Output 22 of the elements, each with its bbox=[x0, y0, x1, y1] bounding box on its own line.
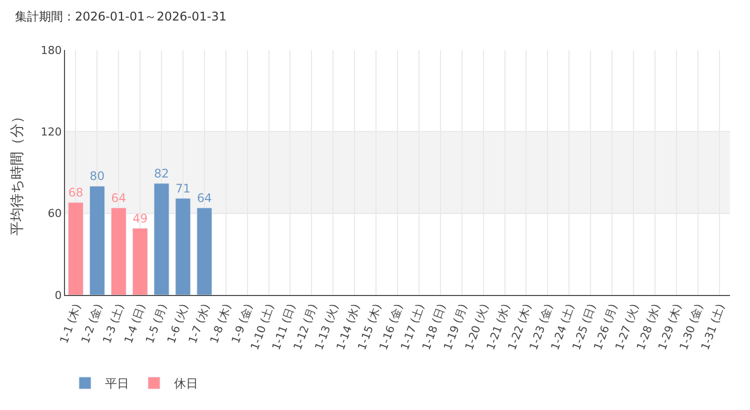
y-tick-label: 180 bbox=[40, 44, 62, 57]
y-axis-title: 平均待ち時間（分） bbox=[9, 110, 26, 236]
data-label: 71 bbox=[175, 181, 190, 196]
legend-label: 休日 bbox=[174, 376, 198, 391]
legend-label: 平日 bbox=[105, 376, 129, 391]
data-label: 68 bbox=[68, 185, 84, 200]
bar bbox=[132, 228, 148, 295]
bar bbox=[175, 198, 191, 295]
y-tick-label: 120 bbox=[40, 126, 62, 139]
data-label: 82 bbox=[154, 166, 170, 180]
y-tick-label: 0 bbox=[54, 288, 62, 302]
bar bbox=[196, 208, 212, 295]
data-label: 49 bbox=[132, 211, 148, 226]
bar bbox=[110, 208, 126, 295]
chart-title: 集計期間：2026-01-01～2026-01-31 bbox=[15, 10, 226, 24]
data-label: 64 bbox=[196, 190, 212, 205]
bar bbox=[68, 202, 84, 295]
y-tick-label: 60 bbox=[48, 207, 62, 220]
data-label: 64 bbox=[111, 190, 126, 205]
bar bbox=[154, 183, 170, 295]
bar bbox=[89, 186, 105, 295]
data-label: 80 bbox=[90, 169, 105, 184]
